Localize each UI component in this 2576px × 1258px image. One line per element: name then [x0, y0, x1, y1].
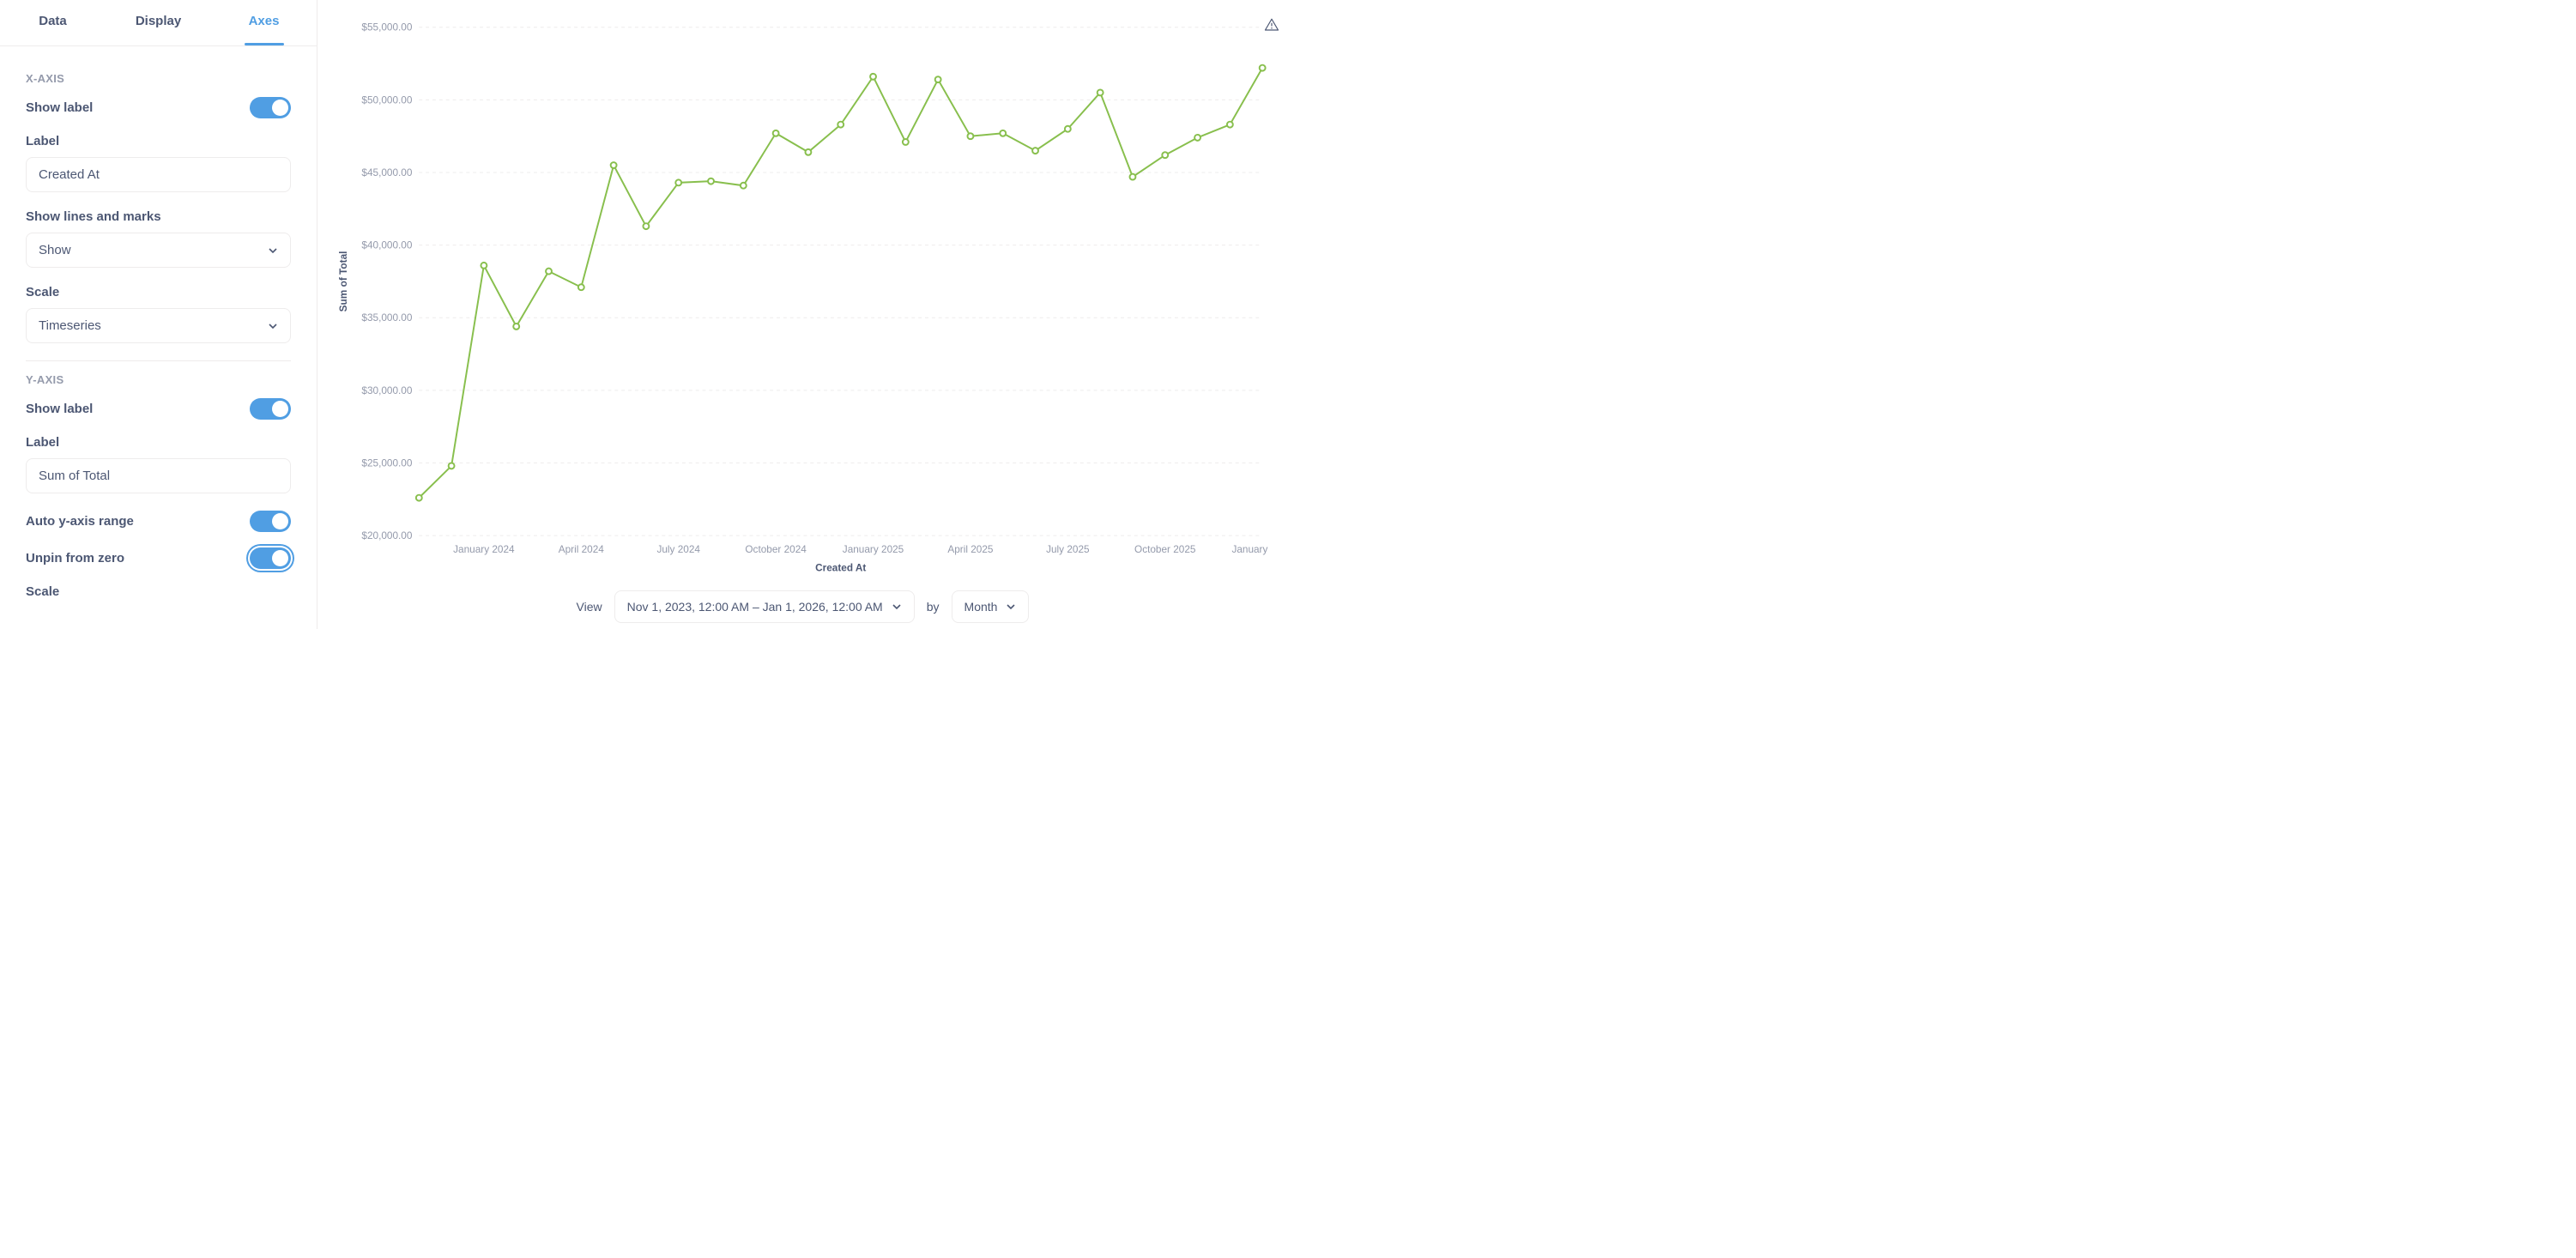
granularity-picker[interactable]: Month [952, 590, 1030, 623]
date-range-value: Nov 1, 2023, 12:00 AM – Jan 1, 2026, 12:… [627, 600, 883, 614]
x-show-label-toggle[interactable] [250, 97, 291, 118]
svg-text:$55,000.00: $55,000.00 [361, 21, 412, 33]
svg-text:$50,000.00: $50,000.00 [361, 94, 412, 106]
svg-text:$40,000.00: $40,000.00 [361, 239, 412, 251]
y-axis-header: Y-AXIS [26, 373, 291, 386]
view-label: View [577, 600, 602, 614]
svg-text:October 2025: October 2025 [1134, 543, 1196, 555]
svg-text:July 2025: July 2025 [1046, 543, 1090, 555]
y-unpin-text: Unpin from zero [26, 551, 124, 565]
chart-area: $20,000.00 $25,000.00 $30,000.00 $35,000.00… [317, 0, 1288, 629]
axes-panel: X-AXIS Show label Label Show lines and m… [0, 46, 317, 625]
svg-text:July 2024: July 2024 [656, 543, 700, 555]
chevron-down-icon [268, 245, 278, 256]
section-divider [26, 360, 291, 361]
settings-sidebar: Data Display Axes X-AXIS Show label Labe… [0, 0, 317, 629]
y-auto-range-text: Auto y-axis range [26, 514, 134, 529]
svg-text:Created At: Created At [815, 562, 866, 574]
settings-tabs: Data Display Axes [0, 0, 317, 46]
y-show-label-text: Show label [26, 402, 93, 416]
svg-text:January 2026: January 2026 [1231, 543, 1271, 555]
x-label-text: Label [26, 134, 291, 148]
svg-text:$35,000.00: $35,000.00 [361, 311, 412, 324]
svg-text:$20,000.00: $20,000.00 [361, 529, 412, 541]
chevron-down-icon [1006, 602, 1016, 612]
x-scale-text: Scale [26, 285, 291, 299]
x-scale-select[interactable]: Timeseries [26, 308, 291, 343]
svg-text:$45,000.00: $45,000.00 [361, 166, 412, 178]
chart-footer: View Nov 1, 2023, 12:00 AM – Jan 1, 2026… [335, 578, 1271, 623]
line-chart: $20,000.00 $25,000.00 $30,000.00 $35,000.00… [335, 10, 1271, 578]
chevron-down-icon [268, 321, 278, 331]
x-lines-marks-select[interactable]: Show [26, 233, 291, 268]
svg-text:$30,000.00: $30,000.00 [361, 384, 412, 396]
tab-axes[interactable]: Axes [211, 0, 317, 45]
y-unpin-toggle[interactable] [250, 547, 291, 569]
y-auto-range-toggle[interactable] [250, 511, 291, 532]
y-show-label-toggle[interactable] [250, 398, 291, 420]
x-lines-marks-text: Show lines and marks [26, 209, 291, 224]
svg-text:Sum of Total: Sum of Total [337, 251, 349, 312]
svg-text:January 2025: January 2025 [843, 543, 904, 555]
granularity-value: Month [964, 600, 998, 614]
tab-display[interactable]: Display [106, 0, 211, 45]
x-label-input[interactable] [26, 157, 291, 192]
y-scale-text: Scale [26, 584, 291, 599]
x-show-label-text: Show label [26, 100, 93, 115]
svg-text:January 2024: January 2024 [453, 543, 515, 555]
y-label-text: Label [26, 435, 291, 450]
date-range-picker[interactable]: Nov 1, 2023, 12:00 AM – Jan 1, 2026, 12:… [614, 590, 915, 623]
svg-text:April 2025: April 2025 [947, 543, 993, 555]
svg-text:$25,000.00: $25,000.00 [361, 457, 412, 469]
by-label: by [927, 600, 940, 614]
x-lines-marks-value: Show [39, 243, 71, 257]
y-label-input[interactable] [26, 458, 291, 493]
svg-text:October 2024: October 2024 [745, 543, 807, 555]
chevron-down-icon [892, 602, 902, 612]
tab-data[interactable]: Data [0, 0, 106, 45]
svg-text:April 2024: April 2024 [559, 543, 604, 555]
x-scale-value: Timeseries [39, 318, 101, 333]
x-axis-header: X-AXIS [26, 72, 291, 85]
